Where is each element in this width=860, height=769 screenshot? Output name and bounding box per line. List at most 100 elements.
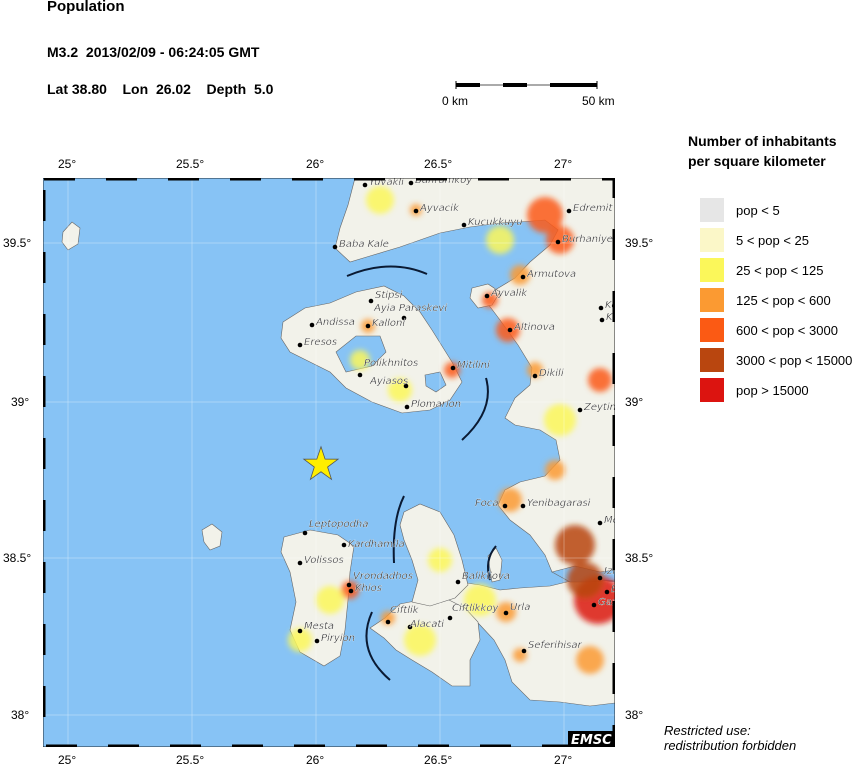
town-marker[interactable]: Khios (348, 583, 382, 594)
town-marker[interactable]: Eresos (297, 337, 337, 348)
lat-tick-left: 38.5° (3, 551, 32, 565)
legend-title: Number of inhabitants per square kilomete… (688, 131, 837, 171)
town-dot (450, 365, 456, 371)
town-label: B (611, 584, 615, 595)
towns: Yuvakli Bahramkoy Ayvacik Kucukkuyu Edremit B… (297, 178, 615, 654)
town-marker[interactable]: Yenibagarasi (520, 498, 591, 509)
town-label: Ko (605, 300, 615, 311)
map-title: Population (47, 0, 125, 15)
town-marker[interactable]: Burhaniye (555, 234, 613, 245)
town-label: Eresos (304, 337, 337, 348)
town-marker[interactable]: Kardhamila (341, 539, 405, 550)
emsc-credit: EMSC (571, 733, 612, 747)
town-dot (597, 575, 603, 581)
lat-tick-right: 38° (625, 708, 644, 722)
town-dot (447, 615, 453, 621)
town-marker[interactable]: Zeytin (577, 402, 615, 413)
town-marker[interactable]: Edremit (566, 203, 614, 214)
legend-label: 600 < pop < 3000 (736, 322, 838, 338)
town-marker[interactable]: Dikili (532, 368, 564, 379)
map-area[interactable]: Yuvakli Bahramkoy Ayvacik Kucukkuyu Edremit B… (43, 178, 615, 747)
town-marker[interactable]: Leptopodha (302, 519, 369, 536)
town-marker[interactable]: Izmir (597, 566, 615, 581)
town-dot (599, 317, 605, 323)
town-label: Dikili (539, 368, 564, 379)
town-dot (413, 208, 419, 214)
lat-tick-left: 38° (11, 708, 30, 722)
town-label: Burhaniye (562, 234, 613, 245)
town-marker[interactable]: Ayia Paraskevi (373, 303, 447, 321)
town-marker[interactable]: Menemen (597, 515, 615, 526)
town-marker[interactable]: Polikhnitos (357, 358, 419, 378)
legend-label: pop < 5 (736, 202, 780, 218)
emsc-logo (568, 731, 615, 747)
depth-value: 5.0 (254, 81, 274, 97)
town-label: Piryion (321, 633, 355, 644)
town-label: Alacati (409, 619, 444, 630)
town-marker[interactable]: Mitilini (450, 360, 490, 371)
town-dot (597, 520, 603, 526)
town-marker[interactable]: Bahramkoy (408, 178, 474, 186)
town-marker[interactable]: Volissos (297, 555, 344, 566)
town-marker[interactable]: Ayvacik (413, 203, 460, 214)
town-marker[interactable]: Ayiasos (369, 376, 408, 389)
lon-tick-bottom: 26° (306, 753, 325, 767)
town-marker[interactable]: Yuvakli (362, 178, 404, 188)
density-patch (316, 586, 344, 614)
event-location: Lat 38.80 Lon 26.02 Depth 5.0 (47, 81, 273, 97)
legend-swatch (700, 378, 724, 402)
town-label: Menemen (604, 515, 615, 526)
town-marker[interactable]: Gaziemir (591, 597, 615, 608)
town-marker[interactable]: Kucukkuyu (461, 217, 523, 228)
islet-south (201, 523, 223, 551)
town-marker[interactable]: Kozak (599, 312, 615, 323)
density-patch (366, 186, 394, 214)
town-label: Ciftlik (390, 605, 420, 616)
town-marker[interactable]: Altinova (507, 322, 555, 333)
gera-gulf (424, 371, 447, 393)
town-marker[interactable]: Armutova (520, 269, 576, 280)
legend-label: 125 < pop < 600 (736, 292, 831, 308)
town-dot (502, 503, 508, 509)
town-label: Plomarion (411, 399, 461, 410)
fault-line (392, 495, 405, 564)
town-marker[interactable]: Ko (598, 300, 615, 311)
town-dot (520, 274, 526, 280)
epicenter-star-icon[interactable] (302, 445, 340, 481)
town-marker[interactable]: Andissa (309, 317, 355, 328)
town-label: Seferihisar (528, 640, 583, 651)
town-dot (507, 327, 513, 333)
town-label: Ciftlikkoy (452, 603, 499, 614)
town-marker[interactable]: Mesta (297, 621, 334, 634)
map-frame (43, 178, 615, 747)
town-label: Kozak (606, 312, 615, 323)
town-marker[interactable]: Urla (503, 602, 531, 616)
town-marker[interactable]: Seferihisar (521, 640, 583, 654)
town-label: Ayvacik (419, 203, 460, 214)
town-marker[interactable]: Kalloni (365, 318, 406, 329)
town-dot (348, 588, 354, 594)
town-marker[interactable]: Stipsi (368, 290, 403, 304)
town-marker[interactable]: Plomarion (404, 399, 461, 410)
town-marker[interactable]: Ciftlik (385, 605, 420, 625)
town-dot (455, 579, 461, 585)
legend-swatch (700, 288, 724, 312)
town-marker[interactable]: Vrondadhos (346, 571, 413, 588)
event-info: M3.2 2013/02/09 - 06:24:05 GMT (47, 44, 260, 60)
graticule (43, 178, 615, 747)
town-marker[interactable]: B (604, 584, 615, 595)
density-patch (350, 350, 370, 370)
town-marker[interactable]: Balikliova (455, 571, 510, 585)
density-patch (588, 368, 612, 392)
town-marker[interactable]: Piryion (314, 633, 355, 644)
town-marker[interactable]: Alacati (407, 619, 445, 630)
density-patch (527, 197, 563, 233)
town-label: Baba Kale (339, 239, 389, 250)
town-marker[interactable]: Ciftlikkoy (447, 603, 500, 621)
town-marker[interactable]: Baba Kale (332, 239, 389, 250)
town-marker[interactable]: Ayvalik (484, 288, 529, 299)
town-dot (521, 648, 527, 654)
town-marker[interactable]: Foca (475, 498, 508, 509)
